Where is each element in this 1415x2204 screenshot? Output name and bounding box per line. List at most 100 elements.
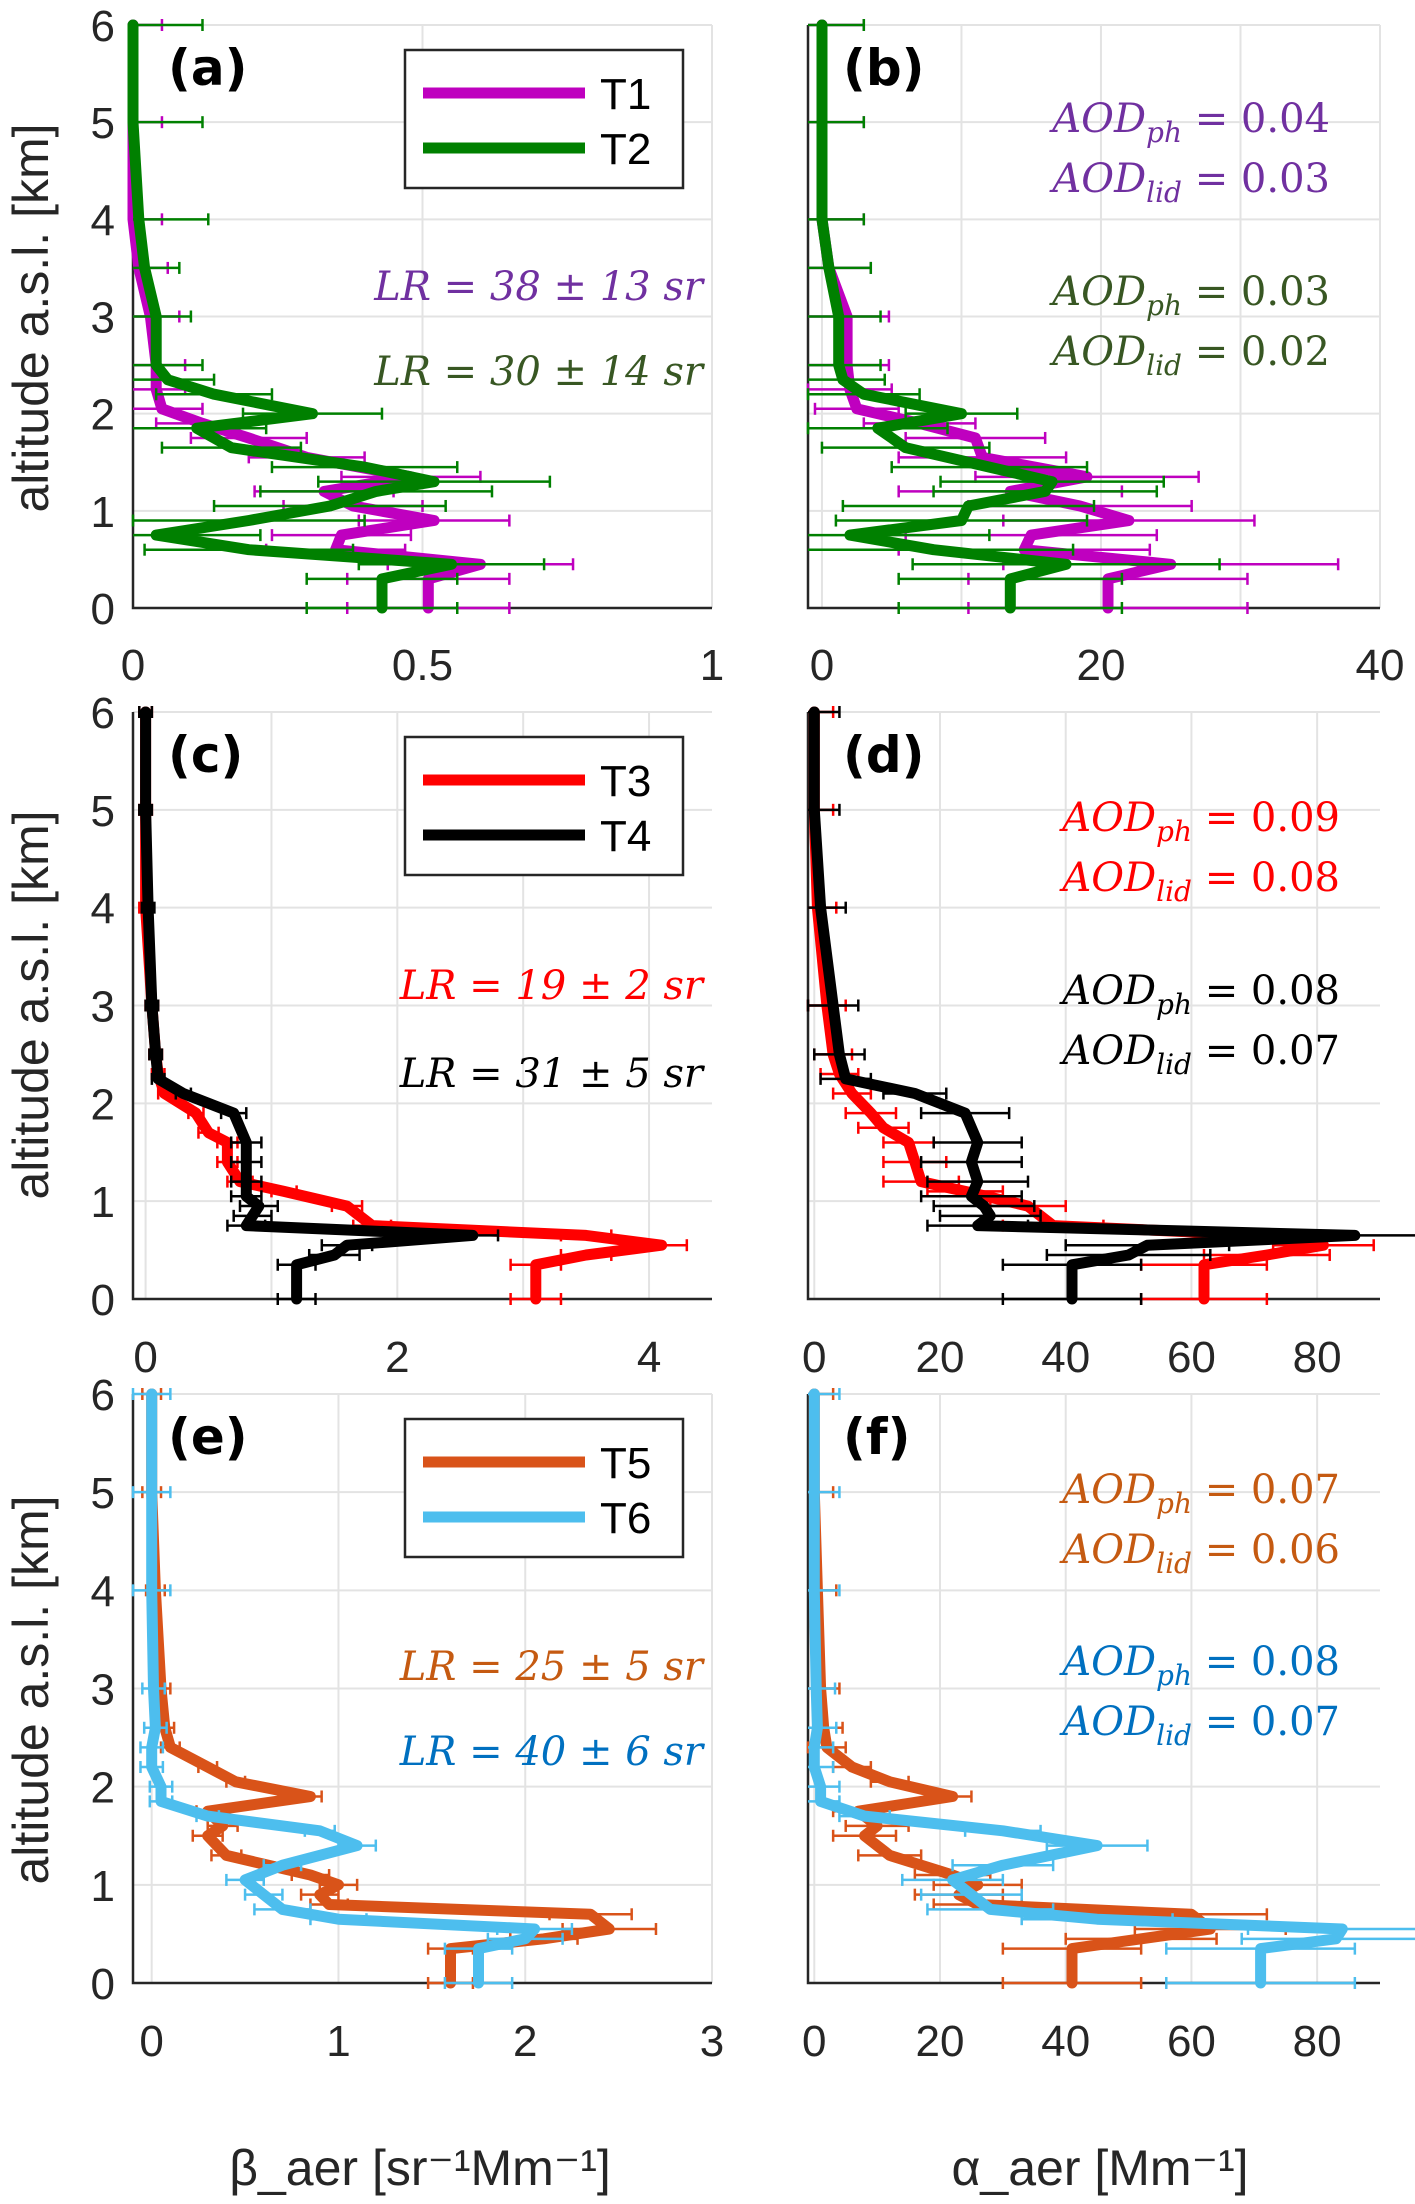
annotation: AODlid = 0.02 [1048, 329, 1330, 382]
x-tick-label: 20 [916, 2017, 965, 2066]
annotation: AODlid = 0.08 [1058, 855, 1340, 908]
profile-line-T4 [808, 706, 1361, 1305]
profile-line-T4 [140, 706, 479, 1305]
y-tick-label: 0 [91, 1960, 115, 2009]
x-tick-label: 0 [810, 641, 834, 690]
y-tick-label: 5 [91, 99, 115, 148]
annotation: AODph = 0.03 [1048, 269, 1330, 322]
legend-entry: T6 [600, 1494, 651, 1543]
series-T6 [808, 1388, 1415, 1989]
x-tick-label: 20 [916, 1333, 965, 1382]
x-tick-label: 40 [1041, 2017, 1090, 2066]
annotation: AODlid = 0.07 [1058, 1699, 1340, 1752]
series-T2 [127, 19, 552, 614]
profile-line-T6 [146, 1388, 541, 1989]
y-axis-label-row3: altitude a.s.l. [km] [3, 1495, 59, 1884]
y-tick-label: 3 [91, 294, 115, 343]
x-tick-label: 0.5 [392, 641, 453, 690]
y-tick-label: 6 [91, 1371, 115, 1420]
annotation: AODlid = 0.03 [1048, 156, 1330, 209]
panel-b: 0 20 40 (b) AODph = 0.04 AODlid = 0.03 AODph =… [806, 19, 1405, 690]
y-tick-label: 3 [91, 1666, 115, 1715]
x-tick-label: 80 [1293, 2017, 1342, 2066]
x-tick-label: 0 [139, 2017, 163, 2066]
annotation: AODlid = 0.06 [1058, 1527, 1340, 1580]
legend-entry: T1 [600, 70, 651, 119]
x-tick-label: 60 [1167, 1333, 1216, 1382]
x-tick-label: 20 [1076, 641, 1125, 690]
annotation: LR = 25 ± 5 sr [399, 1644, 706, 1690]
profile-line-T3 [808, 706, 1329, 1305]
annotation: LR = 40 ± 6 sr [399, 1729, 706, 1775]
y-tick-label: 1 [91, 1862, 115, 1911]
annotation: AODph = 0.08 [1058, 1639, 1340, 1692]
legend-entry: T3 [600, 757, 651, 806]
y-tick-label: 4 [91, 885, 115, 934]
annotation: LR = 38 ± 13 sr [373, 264, 706, 310]
x-tick-label: 2 [513, 2017, 537, 2066]
panel-label: (c) [168, 726, 243, 784]
y-axis-label-row1: altitude a.s.l. [km] [3, 123, 59, 512]
annotation: AODph = 0.09 [1058, 795, 1340, 848]
profile-line-T6 [808, 1388, 1348, 1989]
y-axis-label-row2: altitude a.s.l. [km] [3, 810, 59, 1199]
profile-line-T2 [816, 19, 1072, 614]
legend-entry: T4 [600, 812, 651, 861]
annotation: LR = 19 ± 2 sr [399, 963, 706, 1009]
x-tick-label: 3 [700, 2017, 724, 2066]
y-tick-label: 0 [91, 1276, 115, 1325]
series-T4 [138, 706, 500, 1305]
grid [808, 711, 1380, 1300]
x-tick-label: 60 [1167, 2017, 1216, 2066]
profile-line-T2 [127, 19, 457, 614]
x-axis-label-extinction: α_aer [Mm⁻¹] [952, 2140, 1249, 2196]
panel-label: (b) [843, 39, 925, 97]
legend-entry: T5 [600, 1439, 651, 1488]
panel-label: (e) [168, 1408, 248, 1466]
y-tick-label: 4 [91, 196, 115, 245]
y-tick-label: 4 [91, 1567, 115, 1616]
panel-d: 0 20 40 60 80 (d) AODph = 0.09 AODlid = 0.08 AOD… [802, 706, 1415, 1382]
x-tick-label: 0 [133, 1333, 157, 1382]
x-tick-label: 2 [385, 1333, 409, 1382]
legend-entry: T2 [600, 125, 651, 174]
y-tick-label: 1 [91, 1178, 115, 1227]
x-tick-label: 1 [700, 641, 724, 690]
panel-label: (a) [168, 39, 247, 97]
annotation: LR = 30 ± 14 sr [373, 349, 706, 395]
y-tick-label: 6 [91, 689, 115, 738]
y-tick-label: 6 [91, 2, 115, 51]
panel-label: (d) [843, 726, 925, 784]
annotation: AODph = 0.07 [1058, 1467, 1340, 1520]
y-tick-label: 5 [91, 787, 115, 836]
x-axis-label-backscatter: β_aer [sr⁻¹Mm⁻¹] [229, 2140, 611, 2196]
y-tick-label: 2 [91, 1764, 115, 1813]
y-tick-label: 2 [91, 1080, 115, 1129]
x-tick-label: 4 [637, 1333, 661, 1382]
legend-box [403, 48, 685, 190]
profile-line-T5 [146, 1388, 615, 1989]
x-tick-label: 40 [1041, 1333, 1090, 1382]
x-tick-label: 40 [1356, 641, 1405, 690]
series-T4 [806, 706, 1415, 1305]
legend-box [403, 1417, 685, 1559]
legend-box [403, 735, 685, 877]
x-tick-label: 0 [121, 641, 145, 690]
y-tick-label: 1 [91, 488, 115, 537]
x-tick-label: 80 [1293, 1333, 1342, 1382]
annotation: AODlid = 0.07 [1058, 1028, 1340, 1081]
series-T2 [806, 19, 1221, 614]
panel-f: 0 20 40 60 80 (f) AODph = 0.07 AODlid = 0.06 AOD… [802, 1388, 1415, 2066]
x-tick-label: 1 [326, 2017, 350, 2066]
panel-label: (f) [843, 1408, 910, 1466]
series-T6 [131, 1388, 574, 1989]
annotation: AODph = 0.04 [1048, 96, 1330, 149]
y-tick-label: 3 [91, 983, 115, 1032]
